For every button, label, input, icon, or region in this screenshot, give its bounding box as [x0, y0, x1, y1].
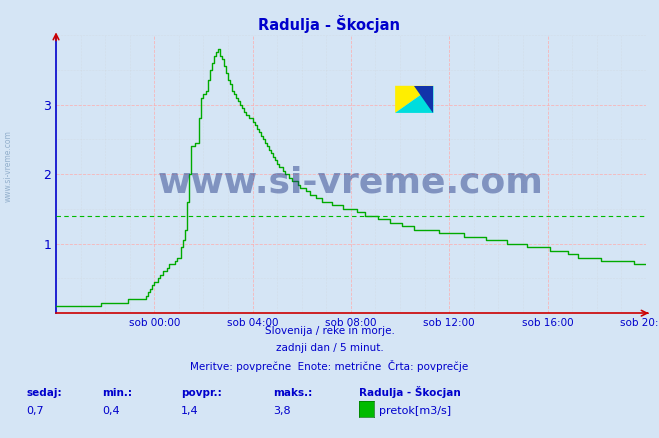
Text: Meritve: povprečne  Enote: metrične  Črta: povprečje: Meritve: povprečne Enote: metrične Črta:…: [190, 360, 469, 371]
Text: povpr.:: povpr.:: [181, 389, 222, 399]
Text: 1,4: 1,4: [181, 406, 199, 416]
Text: sedaj:: sedaj:: [26, 389, 62, 399]
Text: 0,4: 0,4: [102, 406, 120, 416]
Text: Slovenija / reke in morje.: Slovenija / reke in morje.: [264, 326, 395, 336]
Text: zadnji dan / 5 minut.: zadnji dan / 5 minut.: [275, 343, 384, 353]
Text: min.:: min.:: [102, 389, 132, 399]
Text: www.si-vreme.com: www.si-vreme.com: [158, 166, 544, 199]
Text: 0,7: 0,7: [26, 406, 44, 416]
Text: Radulja - Škocjan: Radulja - Škocjan: [359, 386, 461, 399]
Text: 3,8: 3,8: [273, 406, 291, 416]
Text: Radulja - Škocjan: Radulja - Škocjan: [258, 15, 401, 33]
Text: maks.:: maks.:: [273, 389, 313, 399]
Text: www.si-vreme.com: www.si-vreme.com: [3, 131, 13, 202]
Text: pretok[m3/s]: pretok[m3/s]: [379, 406, 451, 416]
